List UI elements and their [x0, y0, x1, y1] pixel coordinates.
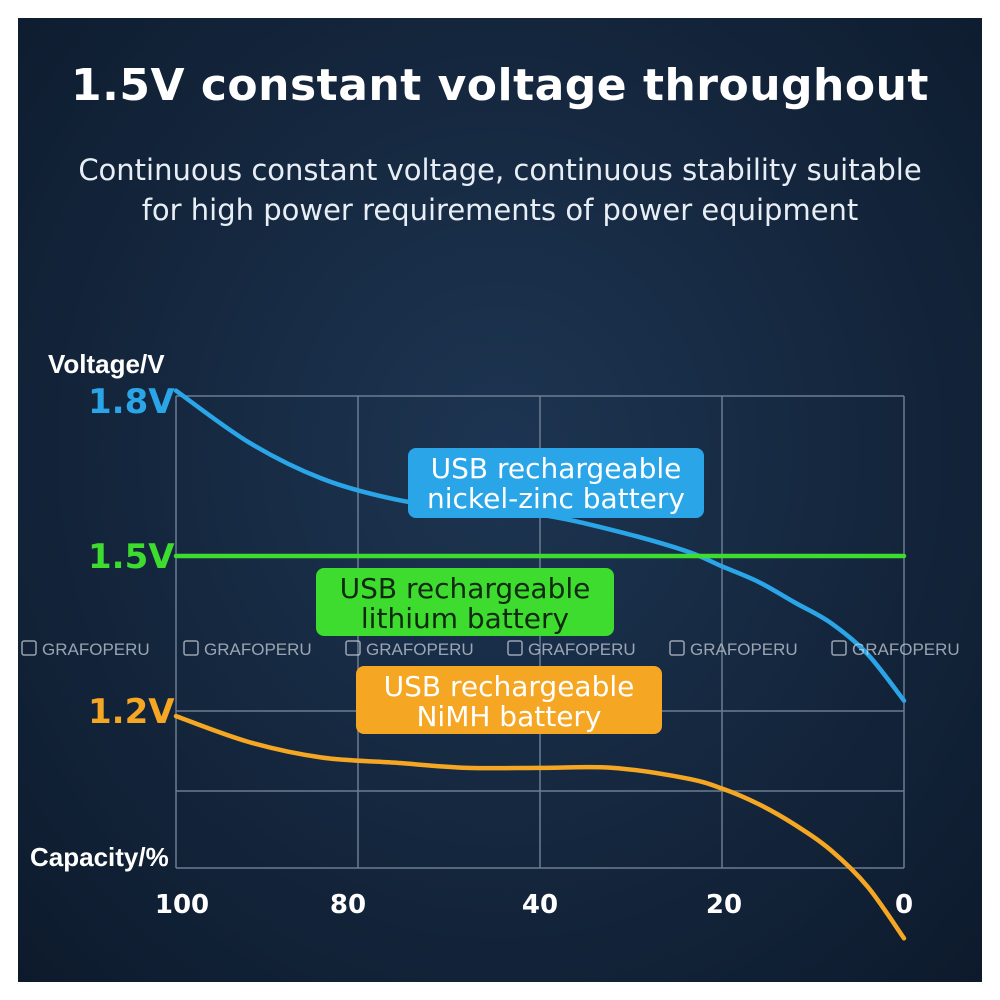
- label-box: [316, 568, 614, 636]
- watermark-text: GRAFOPERU: [690, 640, 798, 659]
- series-line-nickel-zinc: [173, 388, 907, 703]
- watermark-icon: [831, 640, 847, 656]
- y-tick-label: 1.8V: [88, 382, 175, 422]
- watermark-icon: [21, 640, 37, 656]
- watermark-icon: [183, 640, 199, 656]
- watermark-icon: [507, 640, 523, 656]
- x-tick-label: 80: [330, 890, 366, 920]
- voltage-capacity-chart: GRAFOPERU GRAFOPERU GRAFOPERU GRAFOPERU GRAF…: [21, 349, 960, 941]
- x-tick-label: 0: [895, 890, 913, 920]
- subtitle-line-1: Continuous constant voltage, continuous …: [78, 153, 922, 187]
- watermark-text: GRAFOPERU: [852, 640, 960, 659]
- series-line-nimh: [173, 713, 907, 941]
- page-title: 1.5V constant voltage throughout: [71, 60, 929, 111]
- watermark-icon: [345, 640, 361, 656]
- subtitle: Continuous constant voltage, continuous …: [48, 150, 952, 230]
- series-lines: [173, 388, 907, 941]
- y-tick-label: 1.2V: [88, 692, 175, 732]
- label-line: lithium battery: [361, 602, 569, 635]
- watermark-text: GRAFOPERU: [366, 640, 474, 659]
- label-line: USB rechargeable: [431, 452, 682, 485]
- label-line: nickel-zinc battery: [427, 482, 685, 515]
- watermark-row: GRAFOPERU GRAFOPERU GRAFOPERU GRAFOPERU GRAF…: [21, 640, 960, 659]
- y-tick-label: 1.5V: [88, 537, 175, 577]
- watermark-text: GRAFOPERU: [204, 640, 312, 659]
- watermark-icon: [669, 640, 685, 656]
- label-line: USB rechargeable: [340, 572, 591, 605]
- x-axis-title: Capacity/%: [30, 842, 169, 872]
- watermark-text: GRAFOPERU: [42, 640, 150, 659]
- y-axis-title: Voltage/V: [48, 349, 165, 379]
- x-tick-label: 40: [522, 890, 558, 920]
- watermark-text: GRAFOPERU: [528, 640, 636, 659]
- label-box: [356, 666, 662, 734]
- label-line: NiMH battery: [416, 700, 601, 733]
- label-box: [408, 448, 704, 518]
- infographic-panel: 1.5V constant voltage throughout Continu…: [18, 18, 982, 982]
- x-tick-label: 100: [155, 890, 209, 920]
- subtitle-line-2: for high power requirements of power equ…: [141, 193, 859, 227]
- chart-axes: Voltage/V Capacity/% 1.8V 1.5V 1.2V 100 80 40…: [30, 349, 913, 920]
- label-line: USB rechargeable: [384, 670, 635, 703]
- x-tick-label: 20: [706, 890, 742, 920]
